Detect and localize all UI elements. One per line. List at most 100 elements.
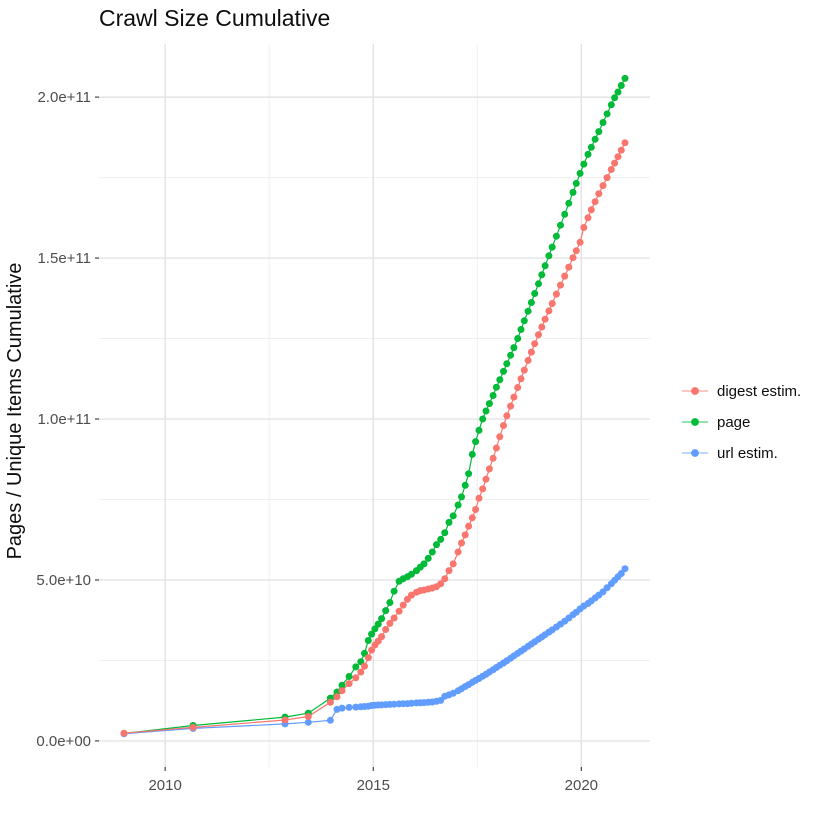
data-point	[345, 673, 353, 680]
data-point	[541, 315, 549, 323]
data-point	[338, 681, 346, 689]
data-point	[535, 331, 542, 339]
data-point	[510, 344, 518, 352]
data-point	[382, 607, 390, 615]
data-point	[576, 238, 584, 246]
data-point	[617, 82, 625, 89]
data-point	[345, 703, 353, 711]
data-point	[420, 560, 428, 568]
data-point	[458, 539, 465, 547]
data-point	[386, 599, 394, 606]
series-points-digest-estim-	[120, 139, 629, 737]
data-point	[510, 393, 518, 401]
data-point	[304, 718, 312, 726]
data-point	[621, 74, 629, 82]
data-point	[468, 514, 476, 522]
data-point	[496, 433, 504, 441]
data-point	[378, 615, 386, 623]
data-point	[617, 570, 625, 577]
data-point	[517, 326, 525, 333]
data-point	[561, 272, 569, 280]
data-point	[458, 493, 465, 501]
data-point	[548, 300, 556, 307]
data-point	[489, 454, 497, 462]
data-point	[468, 450, 476, 458]
data-point	[524, 307, 532, 315]
data-point	[595, 190, 603, 198]
legend-key-point	[691, 418, 699, 426]
series-points-page	[120, 74, 629, 737]
legend-item-page: page	[682, 414, 750, 431]
data-point	[352, 663, 360, 671]
data-point	[514, 335, 522, 342]
legend-item-url-estim-: url estim.	[682, 445, 778, 462]
data-point	[591, 198, 599, 206]
data-point	[449, 512, 457, 520]
data-point	[507, 351, 515, 359]
series-points-url-estim-	[120, 565, 629, 738]
data-point	[591, 135, 599, 143]
data-point	[281, 716, 289, 724]
data-point	[503, 412, 511, 420]
data-point	[408, 699, 415, 707]
data-point	[479, 415, 487, 423]
y-tick-label: 2.0e+11	[37, 89, 91, 106]
data-point	[482, 407, 490, 415]
data-point	[541, 262, 549, 270]
data-point	[333, 693, 341, 701]
data-point	[437, 535, 445, 543]
y-axis-title: Pages / Unique Items Cumulative	[4, 263, 26, 560]
x-tick-label: 2010	[148, 777, 181, 794]
data-point	[500, 422, 507, 429]
data-point	[576, 169, 584, 177]
data-point	[441, 529, 449, 537]
data-point	[382, 626, 390, 633]
data-point	[395, 607, 403, 615]
data-point	[472, 506, 480, 513]
data-point	[611, 94, 619, 102]
data-point	[607, 166, 615, 173]
data-point	[565, 199, 573, 207]
legend-item-label: page	[717, 414, 750, 431]
data-point	[520, 366, 528, 374]
data-point	[485, 400, 493, 408]
data-point	[565, 263, 573, 271]
data-point	[364, 654, 372, 662]
data-point	[361, 662, 368, 670]
data-point	[326, 716, 334, 724]
data-point	[548, 243, 556, 251]
data-point	[552, 290, 560, 298]
data-point	[433, 541, 440, 549]
data-point	[572, 179, 580, 187]
legend-item-label: digest estim.	[717, 383, 801, 400]
data-point	[614, 153, 622, 161]
data-point	[352, 703, 360, 711]
data-point	[527, 348, 535, 356]
data-point	[603, 110, 611, 118]
data-point	[428, 548, 436, 556]
series-layer	[120, 74, 629, 738]
data-point	[120, 729, 128, 737]
data-point	[621, 139, 629, 147]
data-point	[368, 630, 376, 638]
data-point	[492, 444, 500, 452]
data-point	[472, 438, 480, 446]
data-point	[445, 518, 453, 526]
data-point	[345, 680, 353, 688]
axis-ticks	[95, 96, 582, 771]
data-point	[569, 254, 577, 262]
data-point	[584, 150, 592, 158]
data-point	[454, 548, 462, 556]
y-tick-label: 1.5e+11	[37, 250, 91, 267]
chart-title: Crawl Size Cumulative	[99, 5, 330, 31]
data-point	[611, 159, 619, 167]
data-point	[599, 119, 607, 126]
legend-key-point	[691, 387, 699, 395]
data-point	[580, 224, 588, 231]
data-point	[475, 426, 483, 434]
data-point	[545, 307, 553, 315]
data-point	[326, 698, 334, 706]
data-point	[461, 531, 469, 539]
y-tick-label: 5.0e+10	[36, 572, 91, 589]
